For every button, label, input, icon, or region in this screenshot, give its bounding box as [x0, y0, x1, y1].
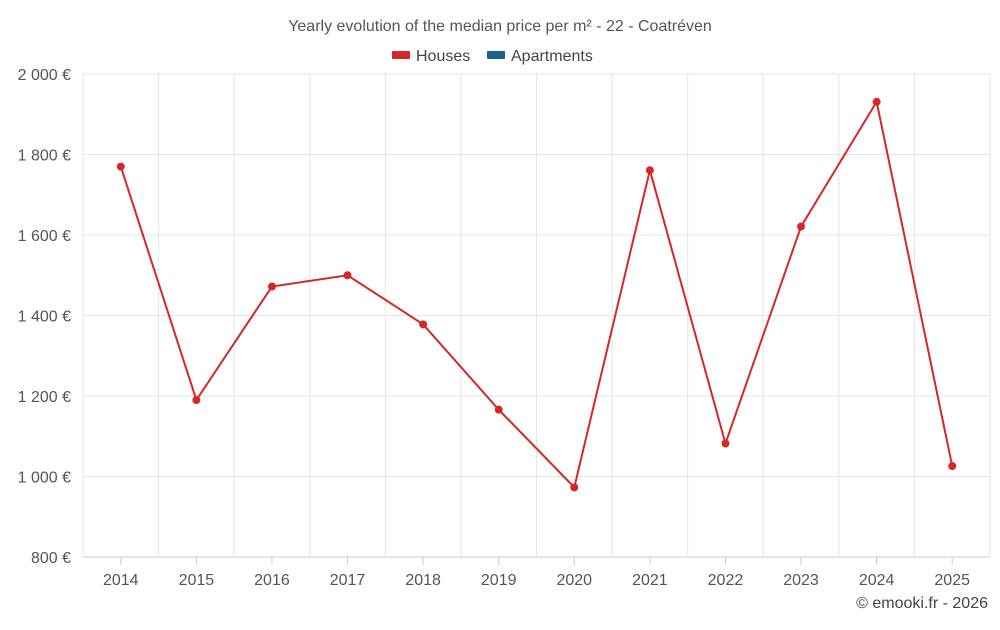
data-point-houses-2021[interactable] [645, 166, 654, 175]
x-tick-label: 2014 [103, 572, 139, 589]
x-tick-labels: 2014 2015 2016 2017 2018 2019 2020 2021 2022 2023… [103, 557, 970, 589]
series-layer [116, 97, 957, 492]
y-tick-label: 1 600 € [18, 228, 71, 245]
chart-title: Yearly evolution of the median price per… [288, 18, 712, 35]
data-point-houses-2016[interactable] [267, 282, 276, 291]
x-tick-label: 2018 [405, 572, 441, 589]
x-tick-label: 2016 [254, 572, 290, 589]
legend-item-houses[interactable]: Houses [392, 48, 470, 65]
data-point-houses-2014[interactable] [116, 162, 125, 171]
y-tick-label: 2 000 € [18, 67, 71, 84]
x-grid [82, 74, 991, 557]
y-tick-label: 800 € [31, 550, 71, 567]
x-tick-label: 2024 [859, 572, 895, 589]
data-point-houses-2024[interactable] [872, 97, 881, 106]
legend-item-apartments[interactable]: Apartments [487, 48, 593, 65]
data-point-houses-2022[interactable] [721, 439, 730, 448]
y-tick-labels: 800 € 1 000 € 1 200 € 1 400 € 1 600 € 1 800 €… [18, 67, 71, 567]
legend-label-houses: Houses [416, 48, 470, 65]
y-tick-label: 1 800 € [18, 148, 71, 165]
x-tick-label: 2022 [708, 572, 744, 589]
legend-label-apartments: Apartments [511, 48, 593, 65]
data-point-houses-2018[interactable] [419, 320, 428, 329]
data-point-houses-2017[interactable] [343, 271, 352, 280]
x-tick-label: 2017 [330, 572, 366, 589]
x-tick-label: 2015 [179, 572, 215, 589]
x-tick-label: 2020 [556, 572, 592, 589]
x-tick-label: 2021 [632, 572, 668, 589]
series-line-houses [119, 99, 954, 490]
footer-credit: © emooki.fr - 2026 [856, 595, 988, 612]
y-tick-label: 1 000 € [18, 470, 71, 487]
x-tick-label: 2025 [934, 572, 970, 589]
data-point-houses-2015[interactable] [192, 396, 201, 405]
x-tick-label: 2023 [783, 572, 819, 589]
data-point-houses-2025[interactable] [948, 462, 957, 471]
legend: Houses Apartments [392, 48, 593, 65]
legend-swatch-apartments [487, 51, 505, 59]
data-point-houses-2019[interactable] [494, 405, 503, 414]
data-point-houses-2020[interactable] [570, 483, 579, 492]
y-tick-label: 1 400 € [18, 309, 71, 326]
legend-swatch-houses [392, 51, 410, 59]
y-tick-label: 1 200 € [18, 389, 71, 406]
x-tick-label: 2019 [481, 572, 517, 589]
data-point-houses-2023[interactable] [797, 222, 806, 231]
